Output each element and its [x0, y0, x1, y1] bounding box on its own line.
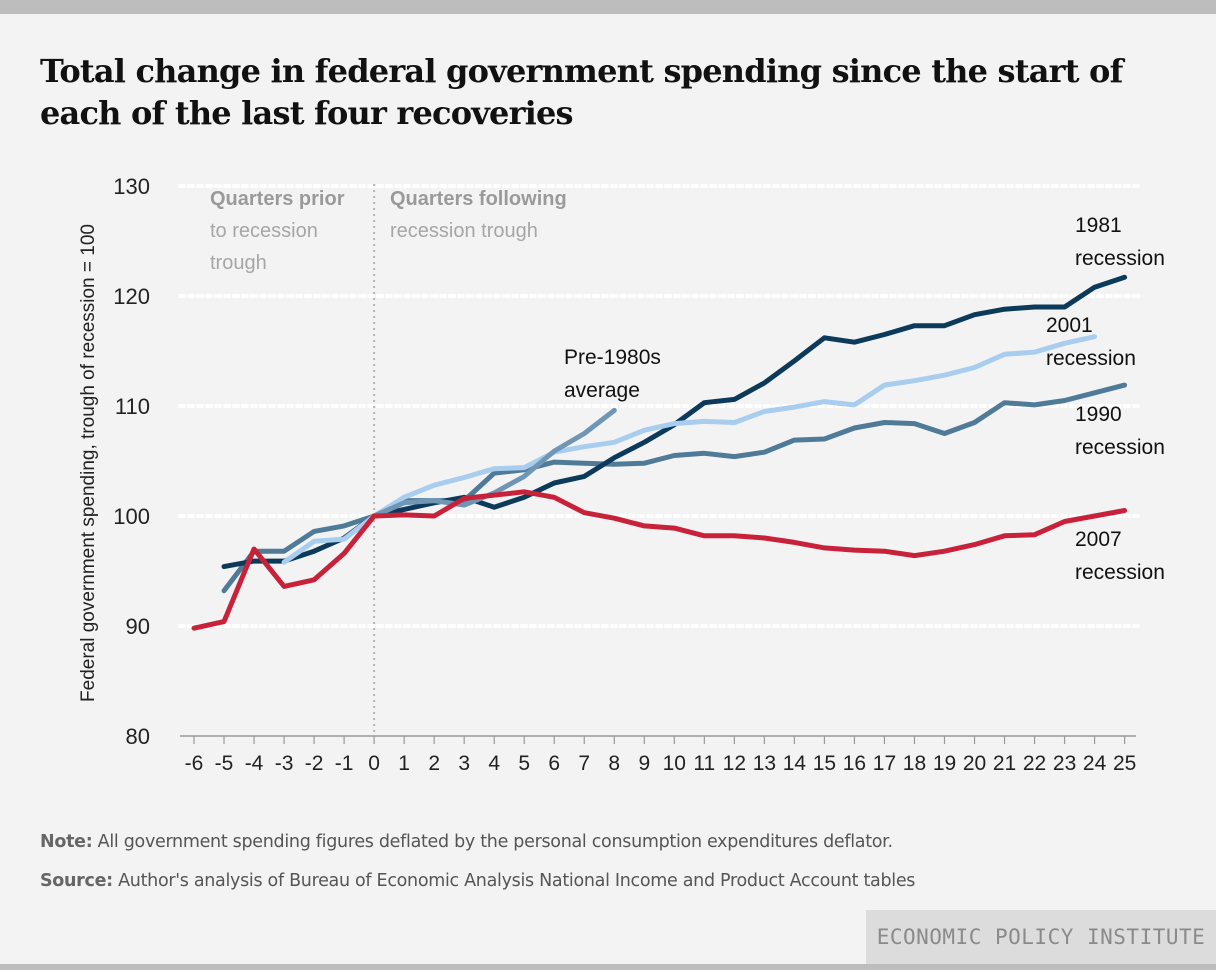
series-label-r2007-2: recession [1075, 561, 1165, 584]
x-tick-label-7: 7 [578, 752, 590, 775]
x-tick-label-6: 6 [548, 752, 560, 775]
series-line-r2007 [191, 489, 1128, 631]
x-tick-label-3: 3 [458, 752, 470, 775]
x-tick-label-20: 20 [963, 752, 986, 775]
x-tick-label--1: -1 [335, 752, 354, 775]
y-tick-label-90: 90 [126, 614, 150, 639]
chart-title: Total change in federal government spend… [40, 52, 1123, 132]
source-text: Source: Author's analysis of Bureau of E… [40, 871, 915, 891]
annotation-following-line-1: recession trough [390, 220, 538, 242]
annotations: Quarters prior to recession trough Quarters… [210, 188, 567, 274]
x-tick-label--2: -2 [305, 752, 324, 775]
x-tick-label-0: 0 [368, 752, 380, 775]
gridlines [178, 184, 1140, 628]
x-tick-label--6: -6 [185, 752, 204, 775]
x-tick-label-4: 4 [488, 752, 500, 775]
bottom-border [0, 964, 1216, 970]
annotation-prior-line-2: trough [210, 252, 267, 274]
x-tick-label-18: 18 [903, 752, 926, 775]
source-body: Author's analysis of Bureau of Economic … [112, 871, 916, 891]
series-line-r2001 [281, 334, 1098, 565]
x-tick-label-14: 14 [783, 752, 807, 775]
x-tick-label-21: 21 [993, 752, 1016, 775]
source-label: Source: [40, 871, 113, 891]
x-tick-label-25: 25 [1113, 752, 1136, 775]
x-tick-label-8: 8 [608, 752, 620, 775]
annotation-prior-line-1: to recession [210, 220, 318, 242]
series-lines [191, 274, 1128, 631]
note-text: Note: All government spending figures de… [40, 832, 893, 852]
series-line-r1990 [221, 382, 1128, 594]
x-tick-label-23: 23 [1053, 752, 1076, 775]
x-tick-label--4: -4 [245, 752, 264, 775]
series-label-r1981-2: recession [1075, 247, 1165, 270]
annotation-prior-heading: Quarters prior [210, 188, 345, 210]
x-tick-label-22: 22 [1023, 752, 1046, 775]
x-tick-label-10: 10 [663, 752, 686, 775]
x-tick-label-9: 9 [638, 752, 650, 775]
top-border [0, 0, 1216, 14]
series-label-r2001-1: 2001 [1046, 314, 1093, 337]
note-label: Note: [40, 832, 93, 852]
x-tick-label--3: -3 [275, 752, 294, 775]
y-tick-label-120: 120 [113, 284, 150, 309]
x-tick-label-17: 17 [873, 752, 896, 775]
x-tick-label-13: 13 [753, 752, 776, 775]
x-tick-label-16: 16 [843, 752, 866, 775]
x-tick-label-5: 5 [518, 752, 530, 775]
x-tick-label-19: 19 [933, 752, 956, 775]
series-label-r1981-1: 1981 [1075, 214, 1122, 237]
series-label-r1990-2: recession [1075, 436, 1165, 459]
series-label-r2001-2: recession [1046, 347, 1136, 370]
brand-logo: ECONOMIC POLICY INSTITUTE [866, 910, 1216, 964]
x-tick-label-12: 12 [723, 752, 746, 775]
y-tick-label-130: 130 [113, 174, 150, 199]
series-label-pre1980-1: Pre-1980s [564, 346, 661, 369]
note-body: All government spending figures deflated… [92, 832, 893, 852]
x-tick-label-2: 2 [428, 752, 440, 775]
annotation-following-heading: Quarters following [390, 188, 567, 210]
y-axis-title: Federal government spending, trough of r… [78, 224, 99, 702]
y-tick-label-80: 80 [126, 724, 150, 749]
series-label-r2007-1: 2007 [1075, 528, 1122, 551]
x-tick-label--5: -5 [215, 752, 234, 775]
y-tick-label-100: 100 [113, 504, 150, 529]
y-tick-label-110: 110 [115, 394, 150, 419]
x-tick-label-1: 1 [398, 752, 410, 775]
x-tick-label-15: 15 [813, 752, 836, 775]
x-tick-label-11: 11 [693, 752, 715, 775]
series-label-r1990-1: 1990 [1075, 403, 1122, 426]
series-label-pre1980-2: average [564, 379, 640, 402]
series-labels: 1990 recession 1981 recession 2001 recession P… [564, 214, 1165, 584]
x-tick-label-24: 24 [1083, 752, 1107, 775]
